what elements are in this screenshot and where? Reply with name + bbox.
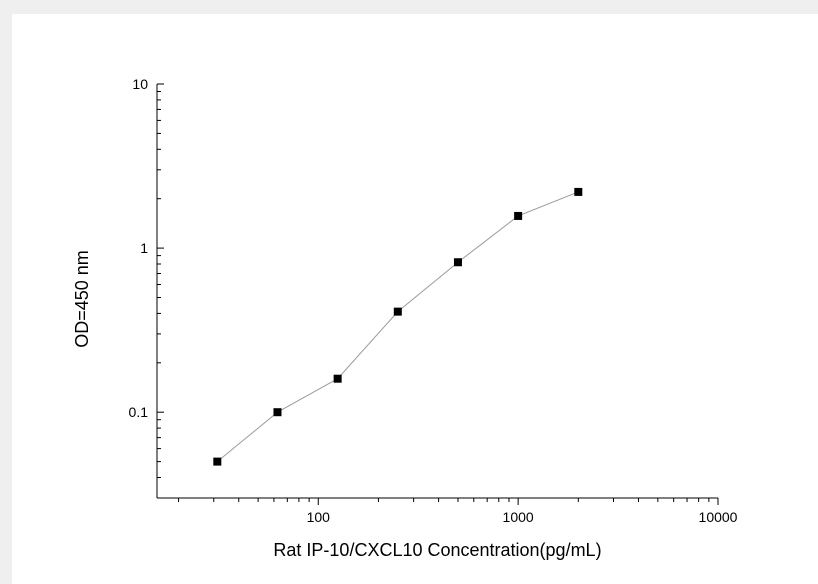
standard-curve-chart: 100 1000 10000 0.1 1 10 Rat IP-10/CXCL10 Con… [72,76,738,560]
x-tick-label: 10000 [699,509,738,525]
data-point [574,187,583,196]
data-markers [213,187,583,466]
data-point [333,374,342,383]
y-axis-title: OD=450 nm [72,250,92,348]
x-tick-label: 100 [307,509,331,525]
x-axis-ticks: 100 1000 10000 [178,498,738,525]
data-point [514,211,523,220]
y-tick-label: 10 [132,76,148,92]
data-point [213,457,222,466]
y-tick-label: 0.1 [129,404,149,420]
data-point [273,408,282,417]
x-tick-label: 1000 [503,509,534,525]
y-axis-ticks: 0.1 1 10 [129,76,164,499]
data-point [453,258,462,267]
chart-panel: 100 1000 10000 0.1 1 10 Rat IP-10/CXCL10 Con… [12,14,818,584]
x-axis-title: Rat IP-10/CXCL10 Concentration(pg/mL) [273,540,601,560]
axes [156,84,718,499]
y-tick-label: 1 [140,240,148,256]
data-point [393,307,402,316]
series-line [216,191,579,462]
